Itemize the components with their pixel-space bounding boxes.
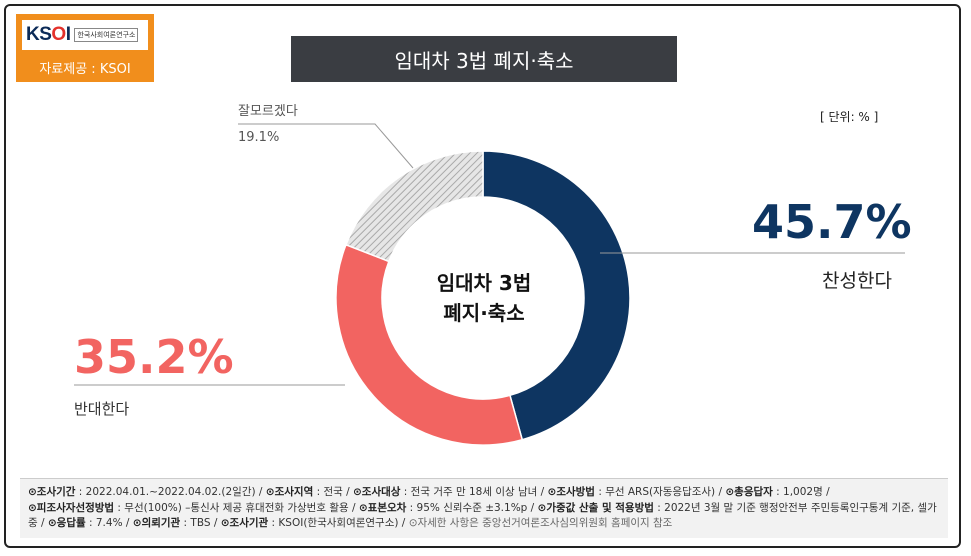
footnote-label: ⊙표본오차 bbox=[358, 501, 407, 514]
slice-unknown bbox=[345, 150, 484, 263]
logo-badge: KSOI 한국사회여론연구소 bbox=[22, 20, 148, 50]
footnote-label: ⊙의뢰기관 bbox=[132, 517, 181, 529]
agree-value-label: 45.7% bbox=[752, 195, 912, 249]
chart-title: 임대차 3법 폐지·축소 bbox=[291, 36, 677, 82]
footnote-value: : 전국 거주 만 18세 이상 남녀 / bbox=[400, 486, 548, 498]
unknown-category-label: 잘모르겠다 bbox=[238, 104, 298, 119]
unit-label: [ 단위: % ] bbox=[820, 110, 879, 124]
survey-footnote: ⊙조사기간 : 2022.04.01.~2022.04.02.(2일간) / ⊙… bbox=[20, 478, 948, 538]
footnote-value: : 1,002명 / bbox=[772, 486, 830, 498]
center-line-2: 폐지·축소 bbox=[443, 301, 525, 325]
leader-unknown bbox=[238, 123, 414, 169]
footnote-label: ⊙조사대상 bbox=[353, 486, 401, 498]
agree-category-label: 찬성한다 bbox=[822, 270, 892, 292]
footnote-value: : 무선(100%) –통신사 제공 휴대전화 가상번호 활용 / bbox=[114, 501, 359, 514]
footnote-value: : 무선 ARS(자동응답조사) / bbox=[594, 486, 726, 498]
slice-agree bbox=[482, 150, 631, 441]
oppose-value-label: 35.2% bbox=[74, 330, 234, 384]
oppose-category-label: 반대한다 bbox=[74, 400, 130, 418]
footnote-label: ⊙피조사자선정방법 bbox=[28, 501, 115, 514]
footnote-label: ⊙총응답자 bbox=[725, 486, 773, 498]
footnote-label: ⊙조사방법 bbox=[547, 486, 595, 498]
footnote-value: : 7.4% / bbox=[85, 517, 133, 529]
footnote-value: : 95% 신뢰수준 ±3.1%p / bbox=[406, 501, 538, 514]
footnote-value: : 2022.04.01.~2022.04.02.(2일간) / bbox=[75, 486, 266, 498]
footnote-label: ⊙조사기간 bbox=[28, 486, 76, 498]
ksoi-logo: KSOI 한국사회여론연구소 자료제공 : KSOI bbox=[16, 14, 154, 82]
footnote-value: : 전국 / bbox=[313, 486, 353, 498]
footnote-label: ⊙조사기관 bbox=[220, 517, 269, 529]
source-label: 자료제공 : KSOI bbox=[39, 62, 131, 77]
chart-frame bbox=[4, 4, 961, 548]
unknown-value-label: 19.1% bbox=[238, 130, 280, 145]
footnote-value: : KSOI(한국사회여론연구소) / bbox=[268, 517, 409, 529]
logo-org-name: 한국사회여론연구소 bbox=[74, 28, 139, 42]
footnote-reference: ⊙자세한 사항은 중앙선거여론조사심의위원회 홈페이지 참조 bbox=[408, 517, 673, 529]
footnote-label: ⊙조사지역 bbox=[265, 486, 314, 498]
footnote-label: ⊙가중값 산출 및 적용방법 bbox=[537, 501, 654, 514]
logo-wordmark: KSOI bbox=[26, 24, 71, 45]
slice-oppose bbox=[335, 243, 524, 446]
footnote-value: : TBS / bbox=[180, 517, 221, 529]
center-line-1: 임대차 3법 bbox=[436, 271, 532, 295]
donut-center-label: 임대차 3법 폐지·축소 bbox=[404, 268, 564, 328]
footnote-value: : 2022년 3월 말 기준 행정안전부 주민등록인구통계 기준, 셀가중 / bbox=[28, 501, 937, 530]
footnote-label: ⊙응답률 bbox=[47, 517, 86, 529]
